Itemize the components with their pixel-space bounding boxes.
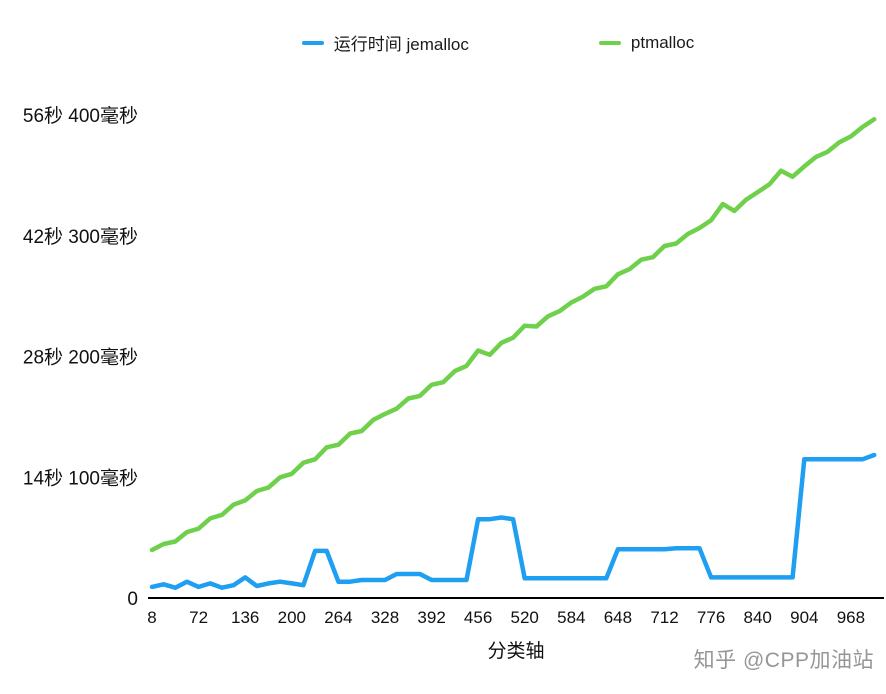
x-tick-label: 648 (604, 608, 632, 627)
legend-item-ptmalloc: ptmalloc (598, 30, 695, 55)
y-tick-label: 42秒 300毫秒 (23, 226, 138, 248)
x-tick-label: 520 (511, 608, 539, 627)
y-tick-label: 28秒 200毫秒 (23, 347, 138, 369)
x-tick-label: 264 (324, 608, 352, 627)
line-chart: 0 14秒 100毫秒 28秒 200毫秒 42秒 300毫秒 56秒 400毫秒 8 72… (23, 105, 884, 627)
legend-label-ptmalloc: ptmalloc (630, 32, 695, 52)
series-line-ptmalloc (149, 117, 877, 553)
y-tick-label: 14秒 100毫秒 (23, 467, 138, 489)
x-tick-label: 904 (790, 608, 818, 627)
x-tick-label: 392 (417, 608, 445, 627)
series-line-jemalloc (149, 452, 877, 590)
x-axis-title: 分类轴 (487, 641, 545, 662)
legend-label-jemalloc: 运行时间 jemalloc (333, 35, 469, 54)
x-tick-label: 584 (557, 608, 585, 627)
x-tick-label: 72 (189, 608, 208, 627)
y-tick-label: 0 (127, 589, 138, 610)
legend-item-jemalloc: 运行时间 jemalloc (301, 30, 469, 55)
x-tick-label: 456 (464, 608, 492, 627)
x-tick-label: 968 (837, 608, 865, 627)
x-tick-label: 776 (697, 608, 725, 627)
y-tick-label: 56秒 400毫秒 (23, 105, 138, 127)
chart-legend: 运行时间 jemalloc ptmalloc (55, 30, 886, 55)
x-tick-label: 200 (278, 608, 306, 627)
x-tick-label: 840 (744, 608, 772, 627)
x-tick-label: 136 (231, 608, 259, 627)
x-tick-label: 328 (371, 608, 399, 627)
legend-swatch-jemalloc (301, 40, 324, 45)
x-tick-label: 712 (650, 608, 678, 627)
watermark: 知乎 @CPP加油站 (693, 649, 874, 672)
x-tick-label: 8 (147, 608, 156, 627)
legend-swatch-ptmalloc (598, 40, 621, 45)
